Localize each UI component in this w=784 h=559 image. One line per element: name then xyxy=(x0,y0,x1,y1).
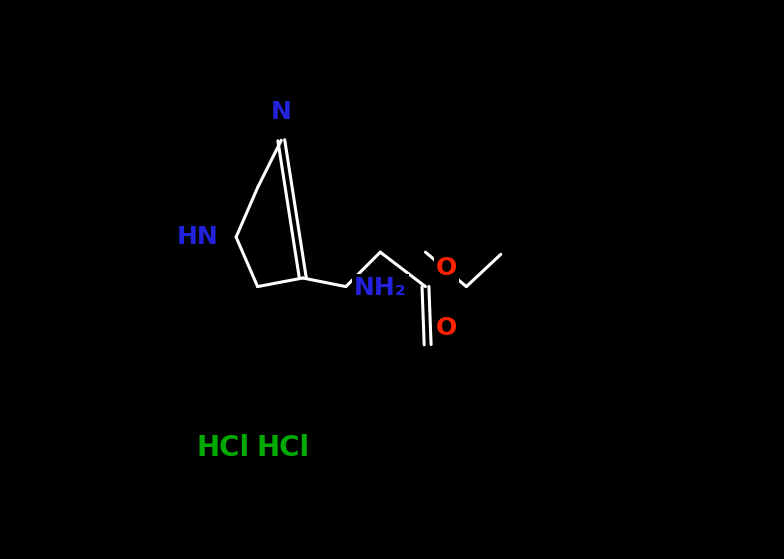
Text: HN: HN xyxy=(177,225,219,249)
Text: HCl: HCl xyxy=(257,434,310,462)
Text: O: O xyxy=(436,316,458,340)
Text: N: N xyxy=(270,100,292,124)
Text: O: O xyxy=(436,257,458,281)
Text: NH₂: NH₂ xyxy=(354,276,407,300)
Text: HCl: HCl xyxy=(197,434,250,462)
